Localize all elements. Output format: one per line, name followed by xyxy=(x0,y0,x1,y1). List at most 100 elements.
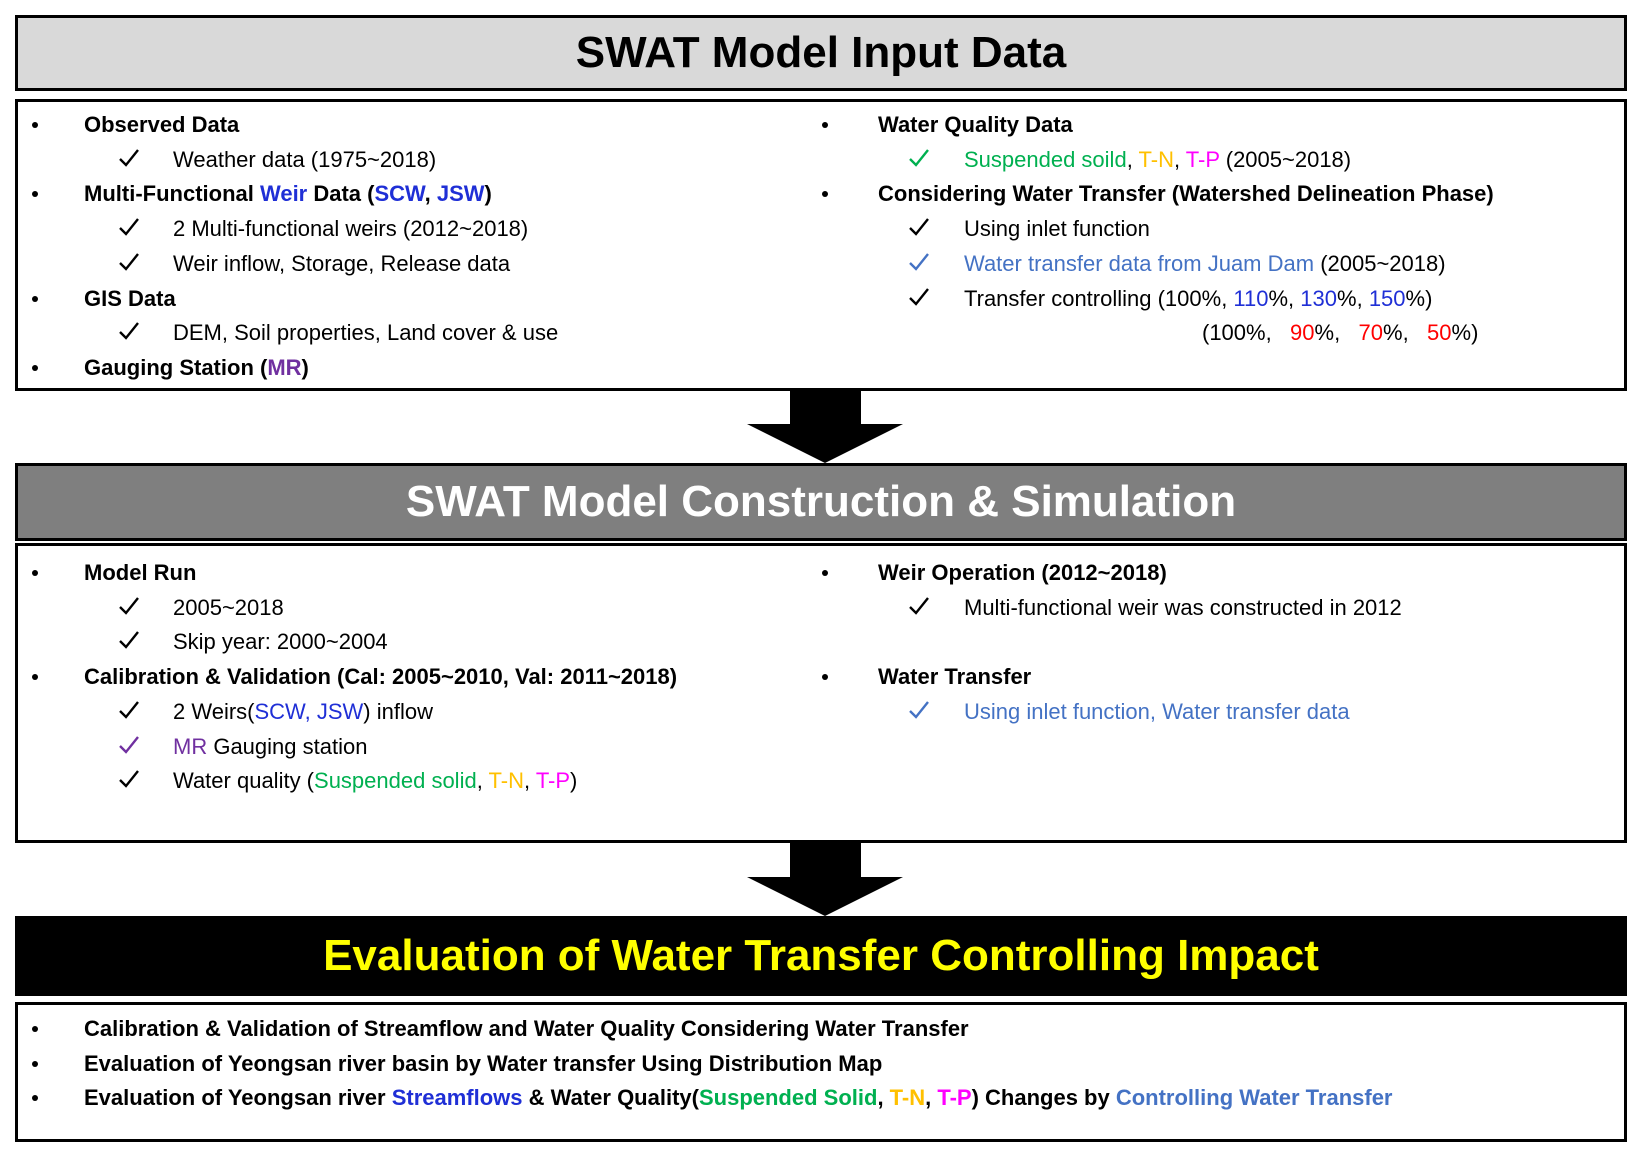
text-run: %) xyxy=(1451,320,1479,346)
section-header: Evaluation of Water Transfer Controlling… xyxy=(15,916,1627,996)
text-line: Using inlet function xyxy=(964,214,1150,244)
bullet xyxy=(32,1060,38,1067)
text-line: 2 Multi-functional weirs (2012~2018) xyxy=(173,214,528,244)
text-line: Skip year: 2000~2004 xyxy=(173,627,388,657)
check-mark xyxy=(909,218,929,236)
check-mark xyxy=(119,735,139,754)
text-run: %, xyxy=(1383,320,1428,346)
text-run: Model Run xyxy=(84,560,197,585)
text-line: DEM, Soil properties, Land cover & use xyxy=(173,318,558,348)
bullet xyxy=(32,674,38,681)
text-run: , xyxy=(476,768,489,794)
text-run: JSW xyxy=(436,181,485,207)
text-run: Observed Data xyxy=(84,112,240,137)
bullet xyxy=(822,570,828,576)
text-run: 50 xyxy=(1427,320,1452,346)
text-run: 2 Weirs( xyxy=(173,698,255,724)
text-run: DEM, Soil properties, Land cover & use xyxy=(173,320,559,346)
text-run: Weir xyxy=(259,181,308,207)
text-run: , xyxy=(925,1085,938,1111)
text-line: Multi-functional weir was constructed in… xyxy=(964,593,1402,623)
check-mark xyxy=(119,631,139,650)
check-mark xyxy=(119,253,139,271)
section-title: SWAT Model Construction & Simulation xyxy=(405,477,1237,526)
text-run: Weir Operation (2012~2018) xyxy=(878,560,1167,585)
text-run: T-N xyxy=(488,768,524,794)
text-line: MR Gauging station xyxy=(173,732,367,762)
text-run: Streamflows xyxy=(391,1085,523,1111)
text-run: 2005~2018 xyxy=(173,594,284,620)
text-run: , xyxy=(877,1085,890,1111)
text-run: MR xyxy=(173,733,208,759)
check-mark xyxy=(909,253,929,271)
section-body xyxy=(15,99,1627,391)
text-run: 2 Multi-functional weirs (2012~2018) xyxy=(173,216,529,242)
check-mark xyxy=(119,322,139,340)
text-run: %, xyxy=(1268,285,1301,311)
text-line: Water quality (Suspended solid, T-N, T-P… xyxy=(173,766,577,796)
text-run: Multi-functional weir was constructed in… xyxy=(964,594,1402,620)
arrow xyxy=(747,843,903,916)
bullet xyxy=(32,191,38,198)
text-run: Calibration & Validation (Cal: 2005~2010… xyxy=(84,664,678,690)
text-run: ) Changes by xyxy=(971,1085,1116,1111)
text-run: Water Quality Data xyxy=(878,112,1073,137)
section-title: SWAT Model Input Data xyxy=(575,28,1067,77)
text-run: 70 xyxy=(1358,320,1384,346)
check-mark xyxy=(119,218,139,236)
text-run: Weir inflow, Storage, Release data xyxy=(173,250,511,276)
text-run: Water Transfer xyxy=(878,664,1032,690)
text-line: Using inlet function, Water transfer dat… xyxy=(964,697,1350,727)
bullet xyxy=(32,295,38,302)
text-run: (2005~2018) xyxy=(1314,250,1446,276)
text-run: ) xyxy=(570,768,578,794)
text-run: T-P xyxy=(535,768,571,794)
text-line: Observed Data xyxy=(84,110,239,140)
check-mark xyxy=(119,596,139,615)
text-run: Evaluation of Yeongsan river xyxy=(84,1085,392,1111)
text-line: Weir Operation (2012~2018) xyxy=(878,558,1167,588)
text-run: Gauging Station ( xyxy=(84,354,268,380)
check-mark xyxy=(909,148,929,167)
text-line: 2005~2018 xyxy=(173,593,284,623)
text-run: T-N xyxy=(889,1085,926,1111)
text-run: Using inlet function, Water transfer dat… xyxy=(964,698,1350,724)
text-run: %, xyxy=(1337,285,1369,311)
text-run: %) xyxy=(1405,285,1433,311)
text-run: 110 xyxy=(1233,285,1269,311)
text-run: Suspended soild xyxy=(964,146,1127,172)
text-run: , xyxy=(1126,146,1139,172)
text-line: Water Quality Data xyxy=(878,110,1073,140)
text-line: Evaluation of Yeongsan river Streamflows… xyxy=(84,1083,1393,1113)
text-line: Model Run xyxy=(84,558,196,588)
check-mark xyxy=(119,148,139,167)
text-line: Suspended soild, T-N, T-P (2005~2018) xyxy=(964,145,1351,175)
text-line: Transfer controlling (100%, 110%, 130%, … xyxy=(964,284,1432,314)
text-line: Multi-Functional Weir Data (SCW, JSW) xyxy=(84,179,492,209)
arrow xyxy=(747,390,903,463)
section-header: SWAT Model Input Data xyxy=(15,15,1627,91)
text-run: Suspended Solid xyxy=(698,1085,878,1111)
text-line: Considering Water Transfer (Watershed De… xyxy=(878,179,1494,209)
text-run: Multi-Functional xyxy=(84,181,260,207)
text-run: Weather data (1975~2018) xyxy=(173,146,437,172)
text-line: (100%, 90%, 70%, 50%) xyxy=(1202,318,1478,348)
check-mark xyxy=(909,701,929,719)
text-run: , xyxy=(1173,146,1186,172)
text-run: 130 xyxy=(1300,285,1338,311)
section-title: Evaluation of Water Transfer Controlling… xyxy=(323,931,1319,980)
text-line: Water Transfer xyxy=(878,662,1031,692)
text-run: ) xyxy=(484,181,492,207)
text-line: Gauging Station (MR) xyxy=(84,353,309,383)
check-mark xyxy=(119,770,139,788)
bullet xyxy=(822,191,828,198)
text-run: Calibration & Validation of Streamflow a… xyxy=(84,1016,969,1041)
check-mark xyxy=(909,287,929,306)
text-run: Data ( xyxy=(307,181,375,207)
check-mark xyxy=(909,596,929,615)
text-run: Gauging station xyxy=(207,733,368,759)
text-line: Weir inflow, Storage, Release data xyxy=(173,249,510,279)
text-line: Evaluation of Yeongsan river basin by Wa… xyxy=(84,1049,882,1079)
text-run: ) inflow xyxy=(363,698,433,724)
text-run: Controlling Water Transfer xyxy=(1115,1085,1393,1111)
